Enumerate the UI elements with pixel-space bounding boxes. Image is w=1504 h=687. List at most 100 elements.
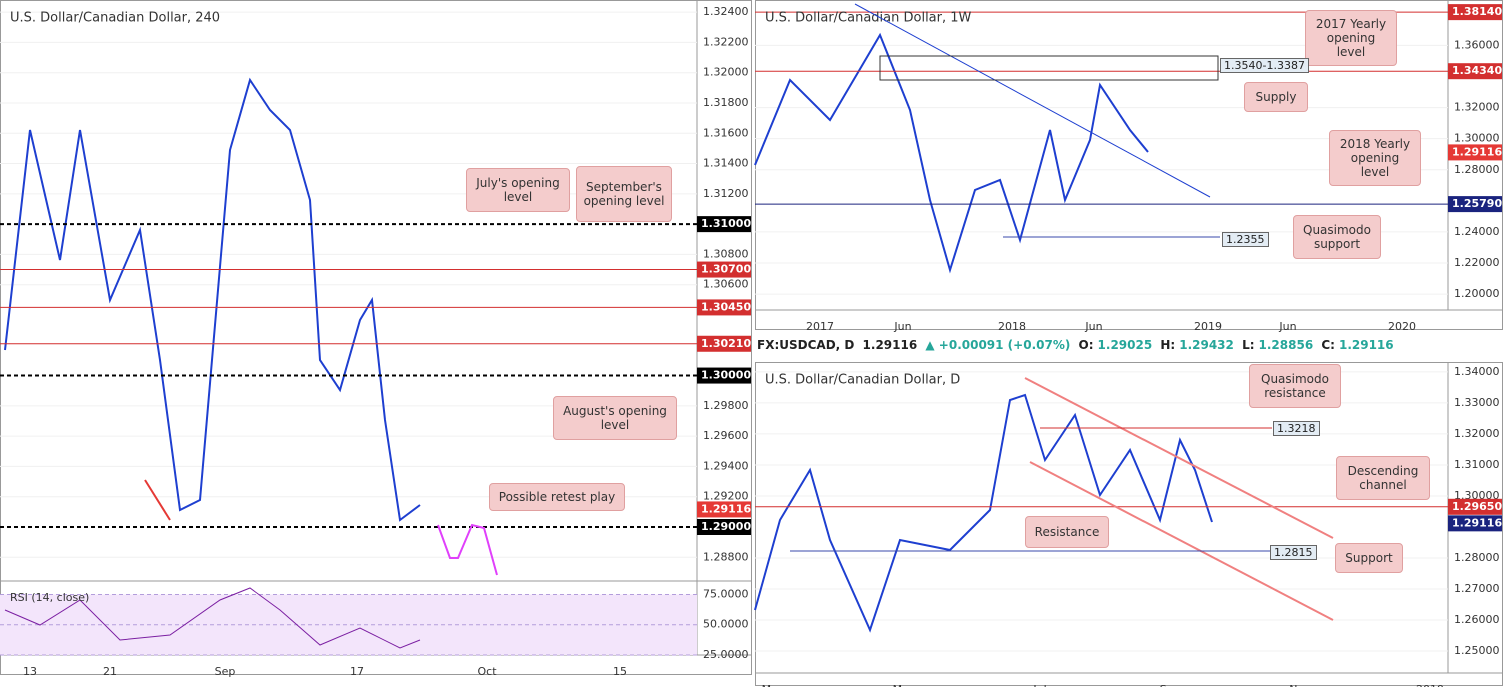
- x-tick-label: Sep: [1160, 683, 1181, 687]
- x-tick-label: 15: [613, 665, 627, 678]
- supply-zone: [879, 55, 1219, 81]
- price-tag: 1.2815: [1270, 545, 1317, 560]
- y-tick-label: 1.32000: [1454, 101, 1500, 114]
- label: L:: [1242, 338, 1255, 352]
- x-tick-label: May: [893, 683, 916, 687]
- level-label: 1.29116: [1452, 516, 1502, 529]
- y-tick-label: 1.36000: [1454, 38, 1500, 51]
- y-tick-label: 1.29600: [703, 429, 749, 442]
- level-label-bg: [1448, 4, 1502, 21]
- panel-title: U.S. Dollar/Canadian Dollar, 240: [10, 11, 220, 26]
- x-tick-label: Jun: [1084, 320, 1102, 333]
- price-tag: 1.2355: [1222, 232, 1269, 247]
- level-label-bg: [1448, 515, 1502, 532]
- level-label: 1.38140: [1452, 5, 1502, 18]
- level-label-bg: [697, 501, 751, 518]
- panel-title: U.S. Dollar/Canadian Dollar, 1W: [765, 11, 972, 26]
- y-tick-label: 1.32200: [703, 35, 749, 48]
- x-tick-label: 2017: [806, 320, 834, 333]
- price-tag: 1.3540-1.3387: [1220, 58, 1309, 73]
- level-label-bg: [697, 335, 751, 352]
- high: 1.29432: [1179, 338, 1234, 352]
- y-tick-label: 1.31000: [1454, 458, 1500, 471]
- level-label: 1.34340: [1452, 64, 1502, 77]
- x-tick-label: Jun: [1278, 320, 1296, 333]
- y-tick-label: 1.34000: [1454, 365, 1500, 378]
- y-tick-label: 1.26000: [1454, 613, 1500, 626]
- level-label: 1.29650: [1452, 500, 1502, 513]
- y-tick-label: 1.32000: [1454, 427, 1500, 440]
- x-tick-label: Nov: [1289, 683, 1311, 687]
- x-tick-label: Jun: [893, 320, 911, 333]
- level-label: 1.29000: [701, 520, 751, 533]
- x-tick-label: 21: [103, 665, 117, 678]
- y-tick-label: 1.28000: [1454, 163, 1500, 176]
- y-tick-label: 1.22000: [1454, 256, 1500, 269]
- callout: August's opening level: [553, 396, 677, 440]
- level-label: 1.25790: [1452, 197, 1502, 210]
- x-tick-label: Oct: [477, 665, 497, 678]
- y-tick-label: 1.25000: [1454, 644, 1500, 657]
- price-path: [4, 77, 421, 522]
- level-label: 1.29116: [701, 502, 751, 515]
- x-tick-label: 17: [350, 665, 364, 678]
- level-label: 1.30210: [701, 337, 751, 350]
- y-tick-label: 1.30000: [1454, 489, 1500, 502]
- x-tick-label: 2019: [1416, 683, 1444, 687]
- rsi-tick-label: 50.0000: [703, 618, 749, 631]
- label: H:: [1160, 338, 1176, 352]
- callout: 2018 Yearly opening level: [1329, 130, 1421, 186]
- level-label-bg: [697, 299, 751, 316]
- y-tick-label: 1.29200: [703, 490, 749, 503]
- y-tick-label: 1.29400: [703, 459, 749, 472]
- y-tick-label: 1.20000: [1454, 287, 1500, 300]
- rsi-tick-label: 75.0000: [703, 587, 749, 600]
- level-label-bg: [697, 518, 751, 535]
- level-label: 1.31000: [701, 217, 751, 230]
- y-tick-label: 1.31200: [703, 187, 749, 200]
- y-tick-label: 1.31600: [703, 126, 749, 139]
- rsi-band: [0, 594, 697, 655]
- price-tag: 1.3218: [1273, 421, 1320, 436]
- last: 1.29116: [862, 338, 918, 352]
- price-path: [754, 393, 1213, 633]
- y-tick-label: 1.28000: [1454, 551, 1500, 564]
- channel-bottom: [1029, 461, 1334, 621]
- panel-frame: [0, 0, 752, 675]
- level-label-bg: [697, 216, 751, 233]
- x-tick-label: 2020: [1388, 320, 1416, 333]
- level-label-bg: [697, 367, 751, 384]
- y-tick-label: 1.29800: [703, 399, 749, 412]
- panel-frame: [755, 362, 1503, 686]
- x-tick-label: 13: [23, 665, 37, 678]
- callout: Quasimodo resistance: [1249, 364, 1341, 408]
- callout: September's opening level: [576, 166, 672, 222]
- callout: Supply: [1244, 82, 1308, 112]
- callout: Resistance: [1025, 516, 1109, 548]
- panel-title: U.S. Dollar/Canadian Dollar, D: [765, 373, 960, 388]
- level-label-bg: [697, 261, 751, 278]
- rsi-tick-label: 25.0000: [703, 648, 749, 661]
- y-tick-label: 1.32000: [703, 66, 749, 79]
- callout: 2017 Yearly opening level: [1305, 10, 1397, 66]
- level-label-bg: [1448, 144, 1502, 161]
- change: ▲ +0.00091 (+0.07%): [925, 338, 1071, 352]
- close: 1.29116: [1338, 338, 1394, 352]
- open: 1.29025: [1097, 338, 1153, 352]
- level-label-bg: [1448, 196, 1502, 213]
- x-tick-label: 2019: [1194, 320, 1222, 333]
- y-tick-label: 1.28800: [703, 550, 749, 563]
- y-tick-label: 1.24000: [1454, 225, 1500, 238]
- arrow: [144, 479, 171, 521]
- y-tick-label: 1.31800: [703, 96, 749, 109]
- callout: Support: [1335, 543, 1403, 573]
- y-tick-label: 1.31400: [703, 157, 749, 170]
- channel-top: [1024, 377, 1334, 539]
- y-tick-label: 1.30600: [703, 278, 749, 291]
- y-tick-label: 1.30000: [1454, 132, 1500, 145]
- rsi-path: [4, 587, 421, 649]
- rsi-label: RSI (14, close): [10, 591, 89, 604]
- symbol: FX:USDCAD, D: [757, 338, 855, 352]
